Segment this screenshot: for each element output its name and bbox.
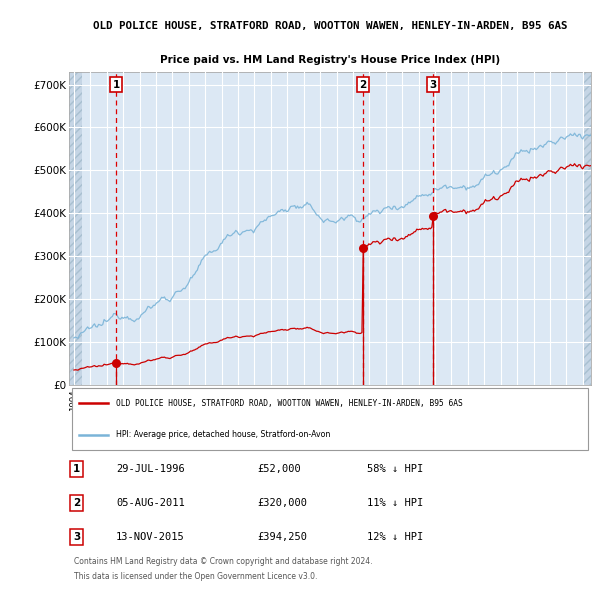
Text: 58% ↓ HPI: 58% ↓ HPI: [367, 464, 423, 474]
Text: 05-AUG-2011: 05-AUG-2011: [116, 498, 185, 508]
Text: This data is licensed under the Open Government Licence v3.0.: This data is licensed under the Open Gov…: [74, 572, 317, 581]
Text: 1: 1: [73, 464, 80, 474]
Text: 3: 3: [429, 80, 437, 90]
Text: 2: 2: [359, 80, 367, 90]
Text: OLD POLICE HOUSE, STRATFORD ROAD, WOOTTON WAWEN, HENLEY-IN-ARDEN, B95 6AS: OLD POLICE HOUSE, STRATFORD ROAD, WOOTTO…: [93, 21, 567, 31]
FancyBboxPatch shape: [71, 388, 589, 450]
Text: OLD POLICE HOUSE, STRATFORD ROAD, WOOTTON WAWEN, HENLEY-IN-ARDEN, B95 6AS: OLD POLICE HOUSE, STRATFORD ROAD, WOOTTO…: [116, 399, 463, 408]
Text: 1: 1: [112, 80, 120, 90]
Text: 3: 3: [73, 532, 80, 542]
Text: HPI: Average price, detached house, Stratford-on-Avon: HPI: Average price, detached house, Stra…: [116, 430, 331, 439]
Bar: [584, 72, 591, 385]
Text: 13-NOV-2015: 13-NOV-2015: [116, 532, 185, 542]
Text: 12% ↓ HPI: 12% ↓ HPI: [367, 532, 423, 542]
Text: Contains HM Land Registry data © Crown copyright and database right 2024.: Contains HM Land Registry data © Crown c…: [74, 558, 373, 566]
Bar: [69, 72, 82, 385]
Text: £52,000: £52,000: [257, 464, 301, 474]
Text: £394,250: £394,250: [257, 532, 307, 542]
Text: 2: 2: [73, 498, 80, 508]
Text: £320,000: £320,000: [257, 498, 307, 508]
Text: Price paid vs. HM Land Registry's House Price Index (HPI): Price paid vs. HM Land Registry's House …: [160, 55, 500, 65]
Text: 29-JUL-1996: 29-JUL-1996: [116, 464, 185, 474]
Text: 11% ↓ HPI: 11% ↓ HPI: [367, 498, 423, 508]
